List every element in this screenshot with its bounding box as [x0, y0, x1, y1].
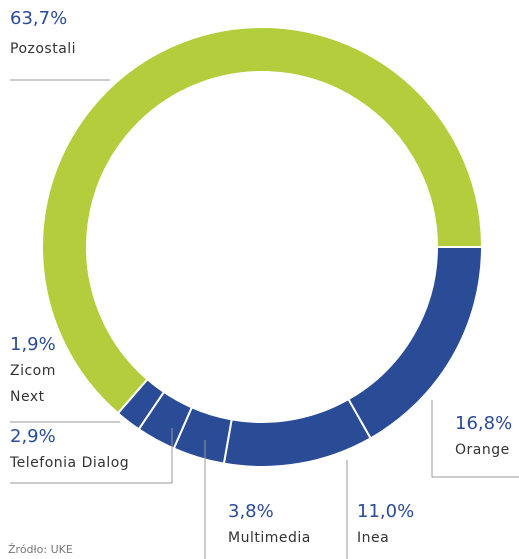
- category-label: Zicom Next: [10, 363, 56, 405]
- category-label: Telefonia Dialog: [10, 455, 130, 471]
- slice: [41, 26, 484, 415]
- value-label: 11,0%: [357, 501, 415, 522]
- value-label: 1,9%: [10, 334, 56, 355]
- source: Źródło: UKE: [8, 543, 73, 556]
- value-label: 2,9%: [10, 426, 56, 447]
- leader-line: [431, 400, 519, 478]
- value-label: 16,8%: [455, 413, 513, 434]
- slice: [347, 246, 484, 440]
- value-label: 3,8%: [228, 501, 274, 522]
- category-label: Orange: [455, 442, 510, 458]
- value-label: 63,7%: [10, 8, 68, 29]
- category-label: Pozostali: [10, 41, 77, 57]
- leader-line: [10, 428, 173, 484]
- category-label: Inea: [357, 530, 390, 546]
- slice: [222, 397, 372, 468]
- category-label: Multimedia: [228, 530, 311, 546]
